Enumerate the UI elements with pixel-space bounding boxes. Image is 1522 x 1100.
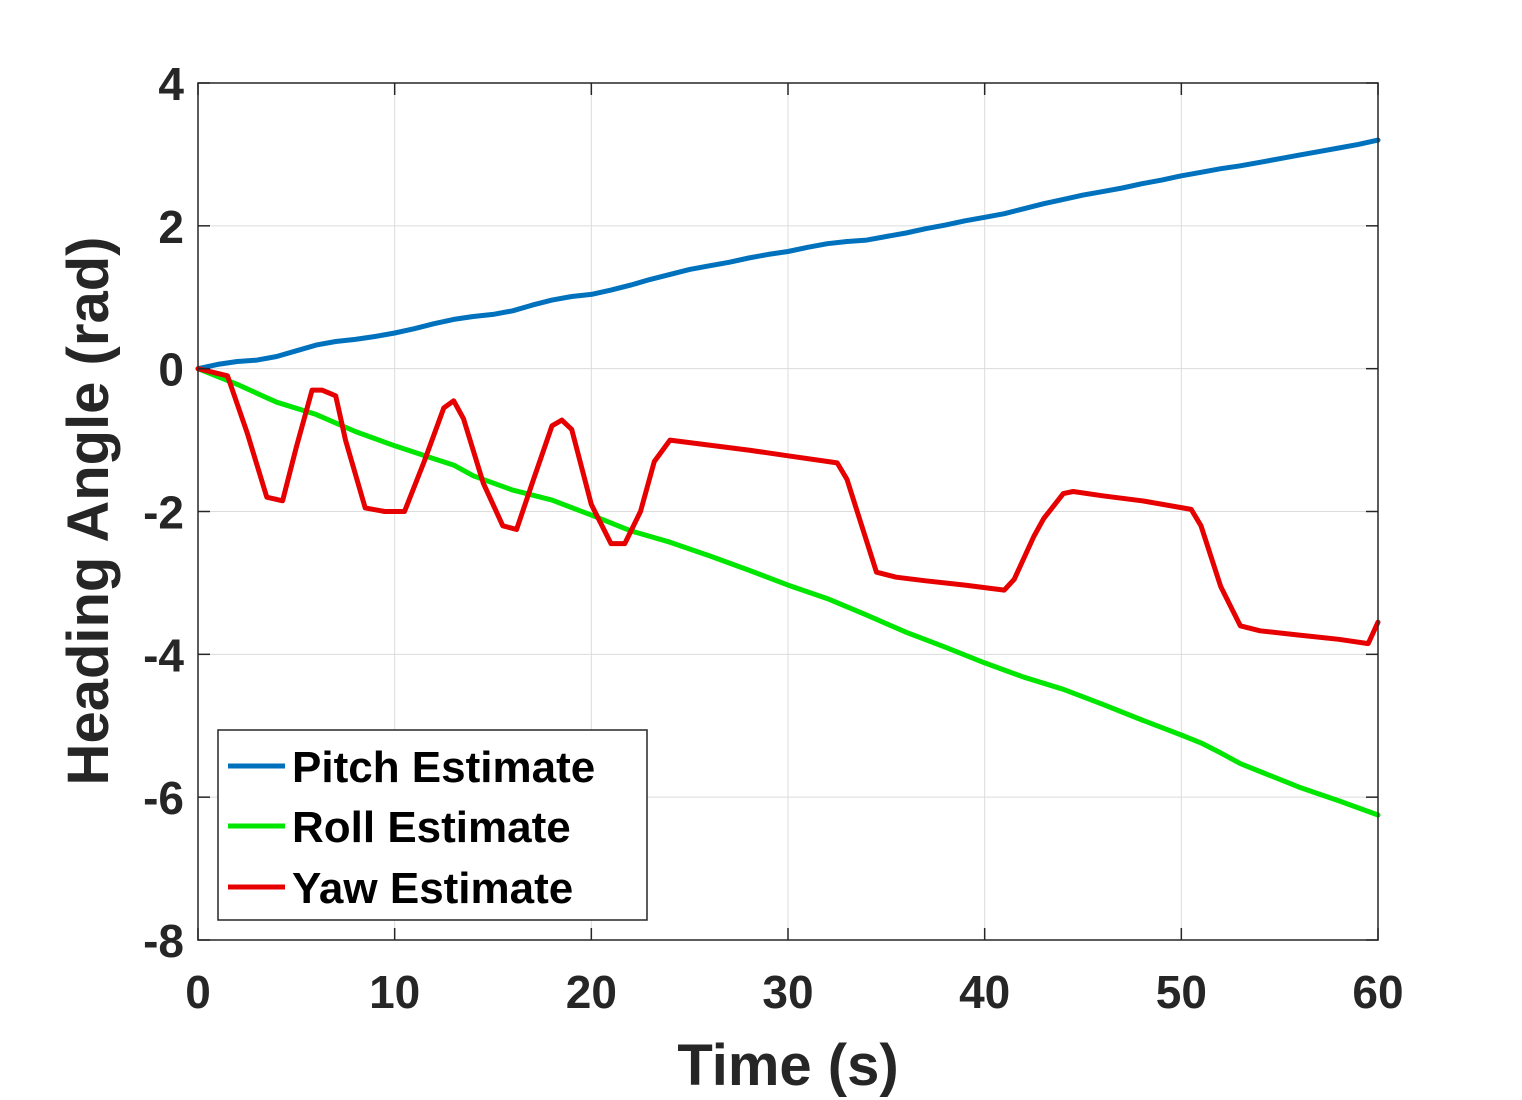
yaw-series-line (195, 366, 1381, 647)
axis-ticks (197, 82, 1379, 941)
y-tick-label: 2 (158, 201, 184, 253)
pitch-series-line (195, 137, 1381, 372)
x-tick-label: 10 (369, 966, 420, 1018)
legend-box (217, 729, 648, 921)
x-tick-label: 40 (959, 966, 1010, 1018)
y-tick-labels: -8 -6 -4 -2 0 2 4 (143, 58, 184, 967)
legend-label-yaw: Yaw Estimate (292, 864, 573, 913)
y-tick-label: 0 (158, 344, 184, 396)
legend-label-pitch: Pitch Estimate (292, 743, 595, 792)
x-tick-labels: 0 10 20 30 40 50 60 (185, 966, 1403, 1018)
y-tick-label: -6 (143, 772, 184, 824)
x-tick-label: 30 (762, 966, 813, 1018)
y-tick-label: -8 (143, 915, 184, 967)
y-tick-label: -2 (143, 487, 184, 539)
x-tick-label: 60 (1352, 966, 1403, 1018)
y-axis-label: Heading Angle (rad) (56, 237, 121, 786)
legend-label-roll: Roll Estimate (292, 803, 571, 852)
legend: Pitch Estimate Roll Estimate Yaw Estimat… (217, 729, 648, 921)
data-series (195, 137, 1381, 818)
x-tick-label: 0 (185, 966, 211, 1018)
x-tick-label: 20 (566, 966, 617, 1018)
y-tick-label: 4 (158, 58, 184, 110)
x-tick-label: 50 (1156, 966, 1207, 1018)
roll-series-line (195, 366, 1381, 818)
x-axis-label: Time (s) (677, 1033, 898, 1098)
y-tick-label: -4 (143, 629, 184, 681)
